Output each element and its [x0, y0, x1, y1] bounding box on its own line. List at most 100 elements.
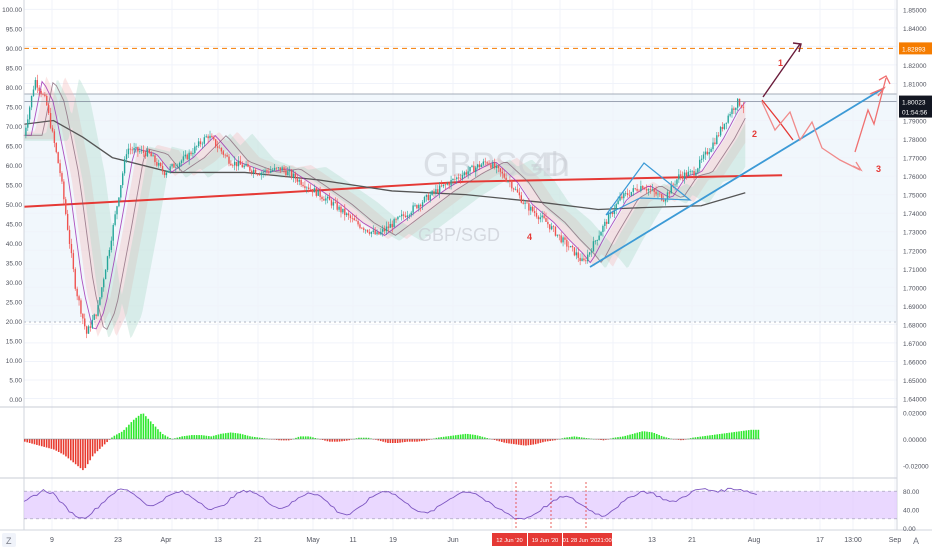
- candle-body: [636, 188, 638, 191]
- macd-bar: [726, 433, 728, 440]
- candle-body: [325, 198, 327, 201]
- candle-body: [363, 228, 365, 230]
- candle-body: [323, 199, 325, 201]
- macd-bar: [162, 434, 164, 440]
- countdown-text: 01:54:56: [902, 110, 928, 117]
- macd-bar: [285, 439, 288, 441]
- macd-bar: [280, 439, 283, 441]
- candle-body: [82, 313, 84, 319]
- macd-bar: [365, 437, 367, 440]
- candle-body: [433, 190, 435, 193]
- rsi-scale[interactable]: 80.00 40.00 0.00: [903, 489, 920, 533]
- candle-body: [442, 184, 445, 187]
- candle-body: [723, 123, 726, 130]
- macd-bar: [191, 435, 193, 440]
- rsi-scale-tick: 80.00: [903, 489, 920, 496]
- candle-body: [351, 218, 354, 219]
- candle-body: [148, 149, 150, 153]
- macd-bar: [343, 439, 346, 441]
- macd-bar: [651, 432, 653, 440]
- macd-scale[interactable]: 0.02000 0.00000 -0.02000: [903, 411, 929, 471]
- left-scale-tick: 65.00: [6, 144, 23, 151]
- macd-bar: [406, 439, 409, 442]
- candle-body: [689, 171, 691, 172]
- candle-body: [387, 226, 390, 228]
- macd-bar: [304, 436, 307, 440]
- candle-body: [106, 256, 109, 270]
- candle-body: [247, 164, 249, 167]
- macd-bar: [79, 439, 82, 469]
- candle-body: [659, 193, 661, 195]
- macd-bar: [33, 439, 36, 445]
- left-scale-tick: 80.00: [6, 85, 23, 92]
- candle-body: [61, 173, 63, 182]
- candle-body: [281, 167, 283, 171]
- candle-body: [57, 152, 59, 164]
- candle-body: [733, 108, 735, 110]
- drawings[interactable]: 1 2 3 4: [24, 42, 897, 268]
- macd-bar: [251, 436, 254, 440]
- macd-bar: [24, 439, 26, 442]
- macd-bar: [602, 439, 605, 441]
- left-scale-tick: 40.00: [6, 241, 23, 248]
- candle-body: [197, 141, 200, 147]
- candle-body: [681, 175, 684, 179]
- candle-body: [632, 188, 634, 192]
- price-scale-tick: 1.85000: [903, 7, 927, 14]
- candle-body: [457, 177, 460, 179]
- svg-text:A: A: [913, 536, 919, 546]
- macd-bar: [346, 439, 348, 441]
- candle-body: [587, 254, 589, 262]
- candle-body: [545, 218, 547, 222]
- macd-bar: [496, 439, 498, 441]
- candle-body: [526, 202, 528, 204]
- candle-body: [549, 224, 551, 230]
- macd-bar: [362, 437, 365, 440]
- macd-bar: [263, 438, 266, 440]
- candle-body: [480, 164, 483, 167]
- macd-bar: [101, 439, 104, 447]
- macd-bar: [147, 418, 150, 440]
- candle-body: [531, 206, 534, 212]
- candle-body: [142, 150, 145, 153]
- time-scale[interactable]: 9 23 Apr 13 21 May 11 19 Jun 13 21 Aug 17 13:00 Sep 12 …: [50, 533, 901, 546]
- candle-body: [156, 162, 158, 166]
- macd-bar: [641, 431, 643, 440]
- macd-bar: [605, 439, 607, 440]
- candle-body: [624, 193, 627, 194]
- macd-bar: [474, 434, 476, 440]
- timezone-icon[interactable]: Z: [2, 533, 16, 547]
- macd-bar: [258, 437, 261, 440]
- candle-body: [135, 146, 137, 148]
- candle-body: [539, 217, 541, 220]
- candle-body: [89, 326, 92, 328]
- macd-bar: [743, 430, 745, 440]
- macd-bar: [709, 435, 711, 440]
- macd-bar: [348, 439, 351, 441]
- candle-body: [382, 229, 384, 232]
- candle-body: [215, 139, 217, 147]
- macd-bar: [38, 439, 41, 446]
- left-price-scale[interactable]: 100.00 95.00 90.00 85.00 80.00 75.00 70.00 65.0…: [2, 7, 22, 404]
- candle-body: [471, 165, 473, 167]
- macd-bar: [585, 438, 588, 440]
- macd-bar: [735, 431, 738, 440]
- macd-bar: [159, 431, 162, 440]
- macd-bar: [217, 434, 220, 440]
- candle-body: [571, 245, 574, 248]
- candle-body: [676, 179, 678, 185]
- candle-body: [298, 179, 300, 182]
- date-highlight-label: 12 Jun '20: [496, 538, 523, 544]
- left-scale-tick: 85.00: [6, 66, 23, 73]
- candle-body: [391, 224, 393, 228]
- candle-body: [473, 165, 475, 172]
- candle-body: [511, 181, 513, 189]
- candle-body: [678, 174, 680, 180]
- time-scale-tick: Apr: [161, 537, 173, 544]
- macd-bar: [212, 435, 215, 440]
- auto-scale-icon[interactable]: A: [913, 536, 919, 546]
- price-scale-tick: 1.79000: [903, 119, 927, 126]
- macd-bar: [500, 439, 503, 442]
